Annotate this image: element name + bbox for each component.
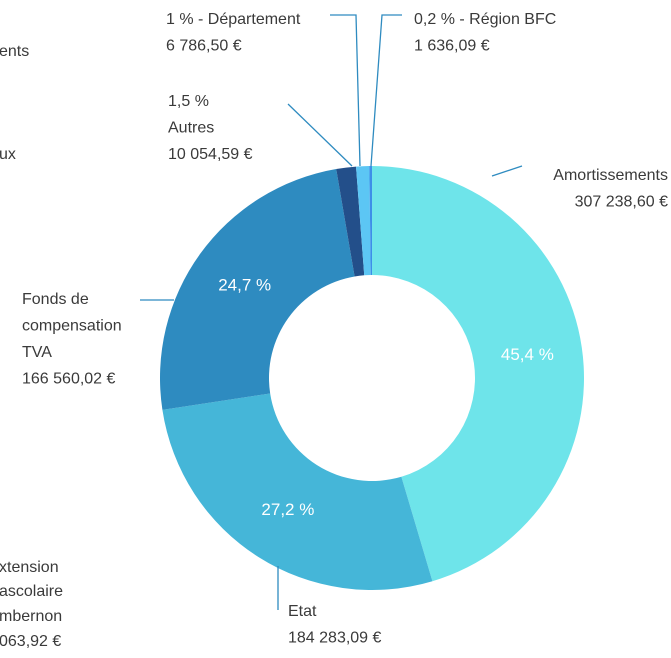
donut — [159, 166, 585, 590]
donut-segment — [369, 166, 372, 276]
segment-percent: 45,4 % — [501, 345, 554, 364]
cropped-label: ux — [0, 146, 16, 163]
leader-line — [287, 103, 353, 167]
donut-segment — [159, 169, 355, 410]
callout-label: compensation — [22, 318, 122, 335]
callout-label: Fonds de — [22, 291, 89, 308]
leader-line — [491, 165, 523, 177]
leader-line — [370, 14, 402, 167]
callout-label: 0,2 % - Région BFC — [414, 11, 556, 28]
cropped-label: ascolaire — [0, 583, 63, 600]
callout-amount: 166 560,02 € — [22, 371, 116, 388]
segment-percent: 27,2 % — [261, 500, 314, 519]
donut-segment — [162, 393, 433, 590]
callout-amount: 10 054,59 € — [168, 146, 253, 163]
segment-percent: 24,7 % — [218, 276, 271, 295]
callout-amount: 6 786,50 € — [166, 38, 242, 55]
cropped-label: mbernon — [0, 608, 62, 625]
donut-segment — [372, 166, 585, 582]
callout-amount: 184 283,09 € — [288, 630, 382, 647]
callout-label: TVA — [22, 344, 52, 361]
callout-label: Autres — [168, 120, 214, 137]
cropped-label: 063,92 € — [0, 633, 61, 650]
donut-segment — [356, 166, 371, 276]
leader-line — [330, 14, 361, 167]
callout-label: 1 % - Département — [166, 11, 301, 28]
callout-label: Amortissements — [553, 167, 668, 184]
callout-label: 1,5 % — [168, 93, 209, 110]
callout-label: Etat — [288, 603, 317, 620]
cropped-label: xtension — [0, 559, 59, 576]
callout-amount: 1 636,09 € — [414, 38, 490, 55]
cropped-label: ents — [0, 43, 29, 60]
callout-amount: 307 238,60 € — [575, 194, 669, 211]
donut-segment — [336, 166, 365, 277]
